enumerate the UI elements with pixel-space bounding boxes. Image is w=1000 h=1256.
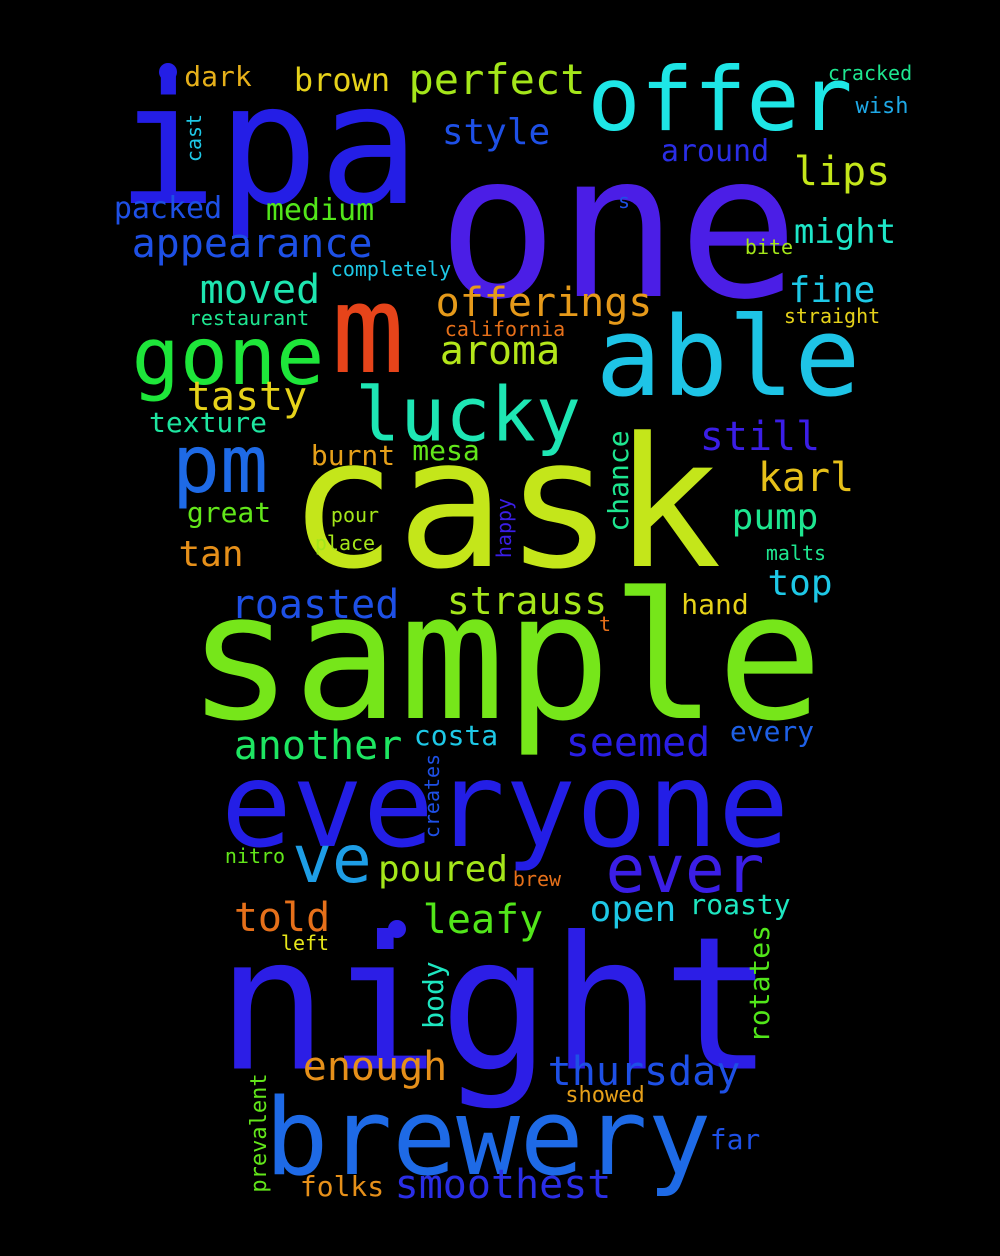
word-one: one (437, 111, 799, 344)
word-everyone: everyone (220, 736, 790, 874)
word-around: around (660, 134, 770, 169)
word-poured: poured (377, 849, 509, 890)
word-costa: costa (413, 719, 499, 752)
word-cracked: cracked (827, 61, 913, 85)
word-tasty: tasty (186, 374, 308, 420)
word-showed: showed (565, 1083, 645, 1108)
word-style: style (441, 112, 551, 153)
word-prevalent: prevalent (247, 1073, 272, 1193)
word-cask: cask (288, 400, 722, 609)
word-brewery: brewery (264, 1076, 712, 1199)
word-another: another (233, 723, 403, 769)
word-appearance: appearance (131, 221, 373, 267)
word-thursday: thursday (547, 1049, 741, 1095)
word-texture: texture (148, 406, 268, 439)
word-tan: tan (178, 534, 244, 575)
word-bite: bite (744, 235, 794, 259)
word-great: great (186, 496, 272, 529)
word-far: far (709, 1123, 761, 1156)
word-aroma: aroma (439, 328, 561, 374)
word-able: able (595, 293, 861, 421)
word-night: night (216, 896, 774, 1113)
word-happy: happy (492, 497, 516, 559)
word-karl: karl (757, 455, 855, 501)
word-burnt: burnt (310, 439, 396, 472)
word-ipa: ipa (116, 47, 420, 243)
word-pour: pour (330, 503, 380, 527)
word-lucky: lucky (355, 370, 581, 459)
word-lips: lips (793, 149, 891, 195)
word-dark: dark (184, 60, 252, 93)
word-every: every (729, 715, 815, 748)
word-seemed: seemed (565, 720, 711, 766)
word-folks: folks (299, 1170, 385, 1203)
word-medium: medium (265, 193, 375, 228)
word-malts: malts (765, 541, 827, 565)
word-chance: chance (602, 430, 635, 532)
word-fine: fine (788, 270, 876, 311)
word-pump: pump (731, 497, 819, 538)
word-nitro: nitro (224, 844, 286, 868)
word-rotates: rotates (743, 924, 776, 1044)
word-enough: enough (302, 1044, 448, 1090)
word-wish: wish (855, 94, 909, 119)
word-pm: pm (171, 418, 269, 511)
word-brew: brew (512, 867, 562, 891)
word-top: top (767, 563, 833, 604)
word-roasty: roasty (689, 888, 791, 921)
dot-0 (159, 63, 177, 81)
word-t: t (598, 612, 612, 636)
word-sample: sample (187, 555, 823, 760)
word-completely: completely (330, 257, 452, 281)
word-creates: creates (420, 753, 444, 839)
word-cast: cast (182, 113, 206, 163)
word-moved: moved (199, 267, 321, 313)
word-m: m (331, 259, 405, 401)
word-packed: packed (113, 191, 223, 226)
word-ve: ve (292, 821, 372, 898)
word-mesa: mesa (412, 434, 480, 467)
word-brown: brown (293, 61, 391, 99)
word-told: told (233, 895, 331, 941)
word-strauss: strauss (446, 579, 608, 623)
word-offer: offer (587, 48, 853, 151)
word-gone: gone (131, 310, 325, 403)
word-s: s (617, 189, 631, 213)
word-left: left (280, 931, 330, 955)
word-might: might (793, 212, 897, 252)
word-body: body (417, 961, 450, 1029)
word-perfect: perfect (408, 55, 586, 104)
word-straight: straight (783, 304, 881, 328)
word-offerings: offerings (435, 280, 653, 326)
word-leafy: leafy (422, 897, 544, 943)
word-open: open (589, 889, 677, 930)
word-ever: ever (605, 831, 765, 908)
word-california: california (444, 317, 566, 341)
word-hand: hand (681, 588, 749, 621)
word-restaurant: restaurant (188, 306, 310, 330)
word-smoothest: smoothest (394, 1162, 612, 1208)
dot-1 (388, 920, 406, 938)
word-place: place (314, 531, 376, 555)
word-roasted: roasted (230, 582, 400, 628)
word-still: still (699, 414, 821, 460)
